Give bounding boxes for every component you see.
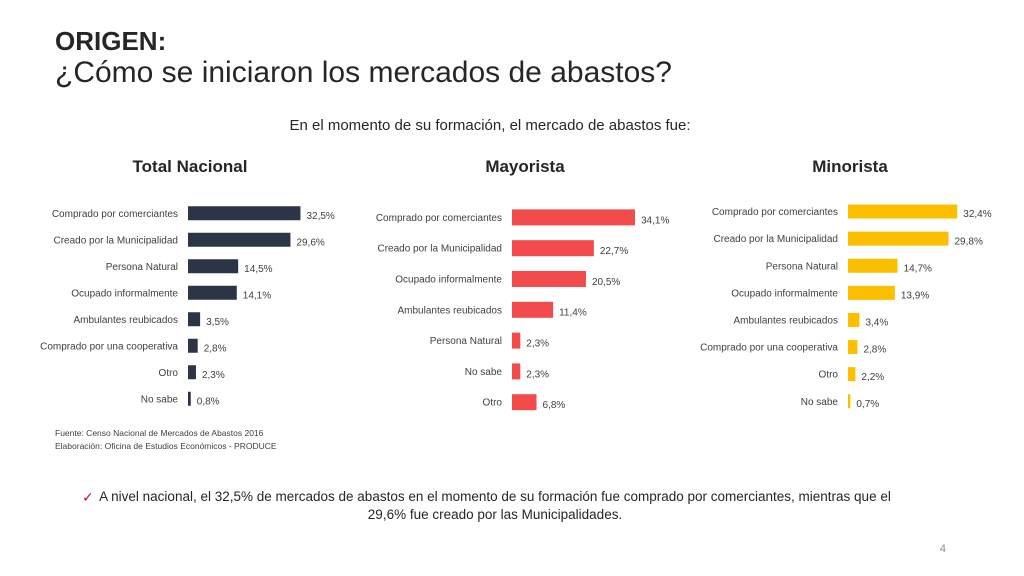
bar <box>512 332 521 349</box>
value-label: 29,8% <box>954 236 982 247</box>
category-label: Creado por la Municipalidad <box>53 235 178 246</box>
value-label: 20,5% <box>592 277 620 288</box>
bar <box>512 209 635 226</box>
value-label: 14,1% <box>243 290 271 301</box>
chart-title: Mayorista <box>485 157 565 176</box>
bar <box>848 312 860 327</box>
category-label: No sabe <box>801 397 839 408</box>
bar <box>188 259 239 274</box>
category-label: Ambulantes reubicados <box>733 315 838 326</box>
source-note: Fuente: Censo Nacional de Mercados de Ab… <box>55 427 277 453</box>
category-label: Comprado por comerciantes <box>52 209 178 220</box>
chart-total-nacional: Total Nacional Comprado por comerciantes… <box>30 155 350 415</box>
bar <box>512 394 537 411</box>
category-label: Creado por la Municipalidad <box>713 234 838 245</box>
category-label: Ocupado informalmente <box>71 288 178 299</box>
chart-minorista: Minorista Comprado por comerciantes 32,4%… <box>690 155 1010 415</box>
chart-title: Total Nacional <box>132 157 248 176</box>
category-label: Persona Natural <box>766 261 838 272</box>
value-label: 2,3% <box>526 369 549 380</box>
value-label: 11,4% <box>559 308 587 319</box>
value-label: 2,2% <box>861 372 884 383</box>
bar <box>848 367 856 382</box>
page-number: 4 <box>939 543 946 555</box>
category-label: Comprado por una cooperativa <box>700 343 838 354</box>
bar <box>512 301 554 318</box>
value-label: 2,3% <box>202 370 225 381</box>
category-label: Comprado por una cooperativa <box>40 341 178 352</box>
bar <box>512 363 521 380</box>
bar <box>848 204 958 219</box>
value-label: 0,8% <box>197 396 220 407</box>
value-label: 2,3% <box>526 339 549 350</box>
bar <box>188 365 196 380</box>
category-label: Ambulantes reubicados <box>73 315 178 326</box>
chart-title: Minorista <box>812 157 888 176</box>
value-label: 14,7% <box>904 263 932 274</box>
value-label: 34,1% <box>641 215 669 226</box>
check-icon: ✓ <box>82 489 94 505</box>
bar <box>848 258 898 273</box>
page-title: ¿Cómo se iniciaron los mercados de abast… <box>55 56 672 89</box>
value-label: 29,6% <box>296 237 324 248</box>
bar <box>848 285 895 300</box>
category-label: No sabe <box>465 367 503 378</box>
bar <box>848 394 851 409</box>
bar <box>188 206 301 221</box>
category-label: Persona Natural <box>430 336 502 347</box>
category-label: Ocupado informalmente <box>731 288 838 299</box>
category-label: Comprado por comerciantes <box>712 207 838 218</box>
value-label: 32,4% <box>963 209 991 220</box>
bar <box>188 312 201 327</box>
chart-svg: Comprado por comerciantes 32,5% Creado por… <box>40 206 335 407</box>
value-label: 3,4% <box>865 318 888 329</box>
subtitle: En el momento de su formación, el mercad… <box>289 117 691 134</box>
bar <box>188 232 291 247</box>
value-label: 2,8% <box>863 345 886 356</box>
category-label: Creado por la Municipalidad <box>377 244 502 255</box>
category-label: Persona Natural <box>106 262 178 273</box>
category-label: Otro <box>159 368 179 379</box>
summary-note: A nivel nacional, el 32,5% de mercados d… <box>99 489 891 522</box>
bar <box>848 231 949 246</box>
value-label: 14,5% <box>244 264 272 275</box>
title-bold: ORIGEN: <box>55 26 167 56</box>
category-label: Otro <box>483 398 503 409</box>
bar <box>188 285 237 300</box>
category-label: Comprado por comerciantes <box>376 213 502 224</box>
value-label: 6,8% <box>543 400 566 411</box>
category-label: Ocupado informalmente <box>395 275 502 286</box>
category-label: Otro <box>819 370 839 381</box>
source-line: Fuente: Censo Nacional de Mercados de Ab… <box>55 428 264 438</box>
value-label: 3,5% <box>206 317 229 328</box>
bar <box>188 391 191 406</box>
bar <box>188 338 198 353</box>
category-label: No sabe <box>141 394 179 405</box>
value-label: 2,8% <box>204 343 227 354</box>
bar <box>848 340 858 355</box>
value-label: 13,9% <box>901 290 929 301</box>
value-label: 32,5% <box>306 211 334 222</box>
chart-svg: Comprado por comerciantes 32,4% Creado por… <box>700 204 992 410</box>
category-label: Ambulantes reubicados <box>397 305 502 316</box>
bar <box>512 271 586 287</box>
chart-mayorista: Mayorista Comprado por comerciantes 34,1%… <box>365 155 685 415</box>
value-label: 0,7% <box>856 399 879 410</box>
bar <box>512 240 594 257</box>
chart-svg: Comprado por comerciantes 34,1% Creado por… <box>376 209 669 411</box>
credit-line: Elaboración: Oficina de Estudios Económi… <box>55 441 277 451</box>
value-label: 22,7% <box>600 246 628 257</box>
